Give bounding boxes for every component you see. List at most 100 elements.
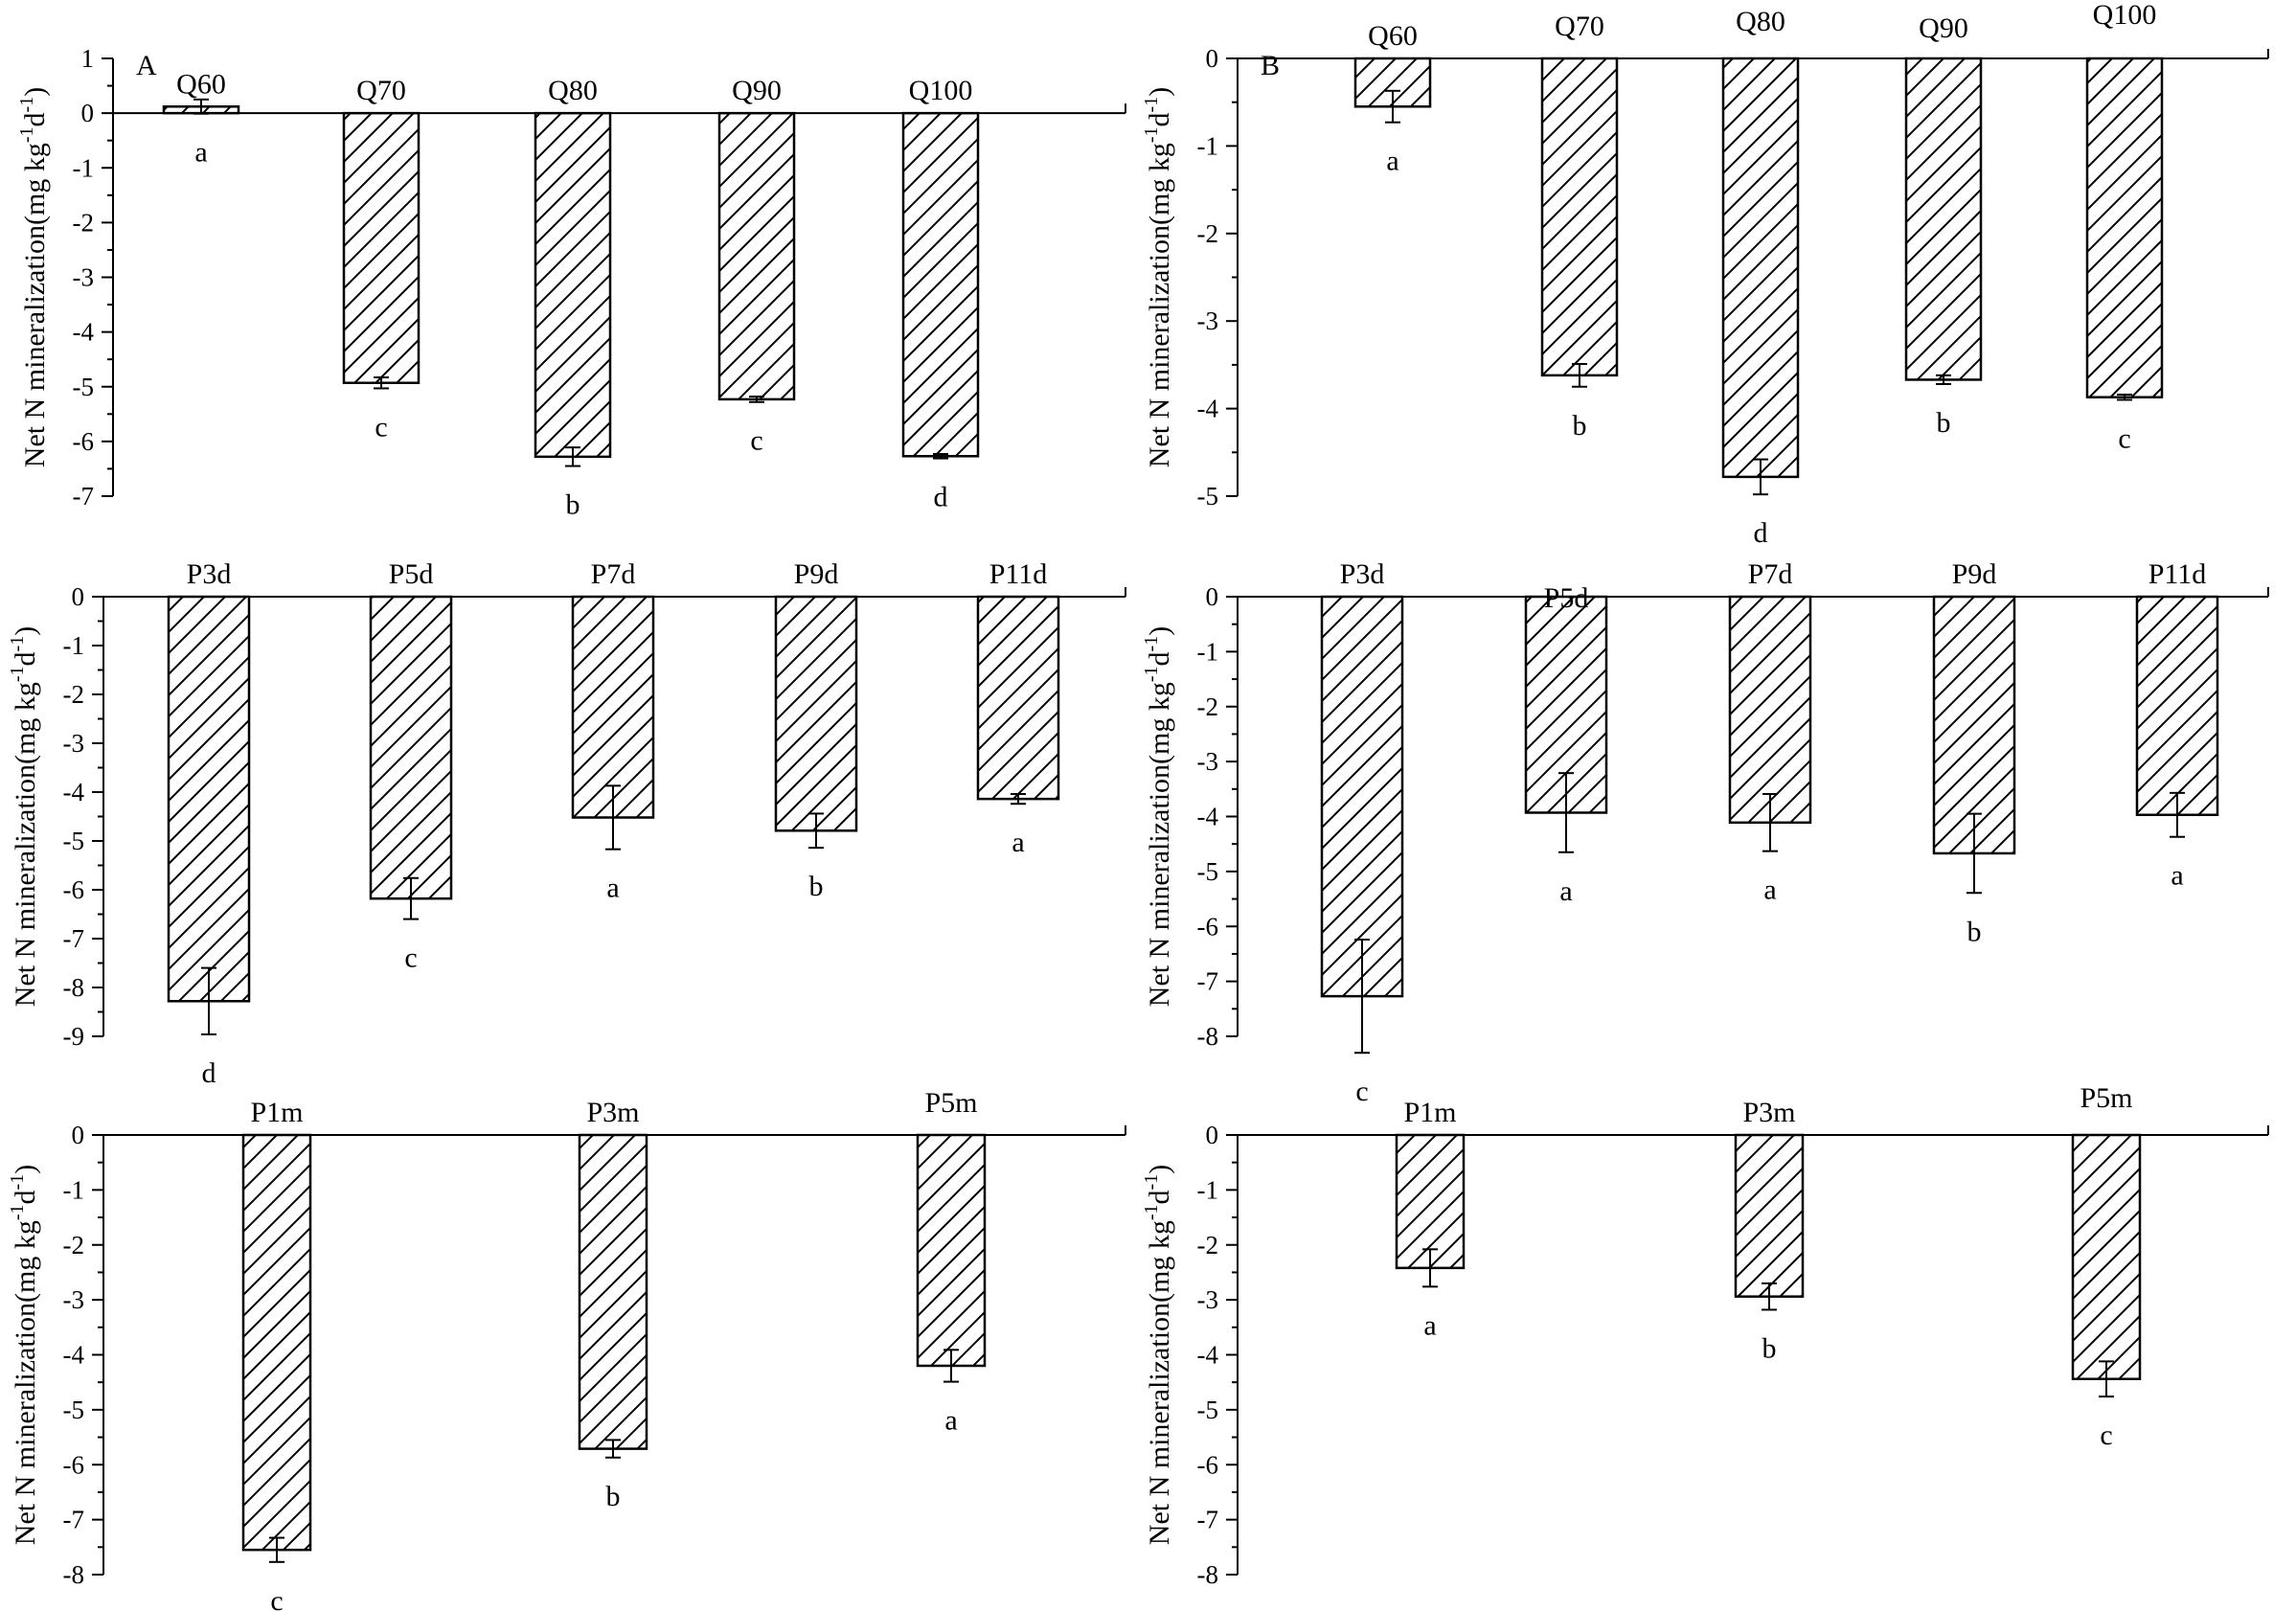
y-tick-label: 1 <box>81 44 95 73</box>
y-tick-label: 0 <box>1206 1121 1219 1149</box>
y-axis-label: Net N mineralization(mg kg-1d-1) <box>1141 626 1175 1007</box>
significance-letter: b <box>606 1481 621 1512</box>
panel-4: 0 -1 -2 -3 -4 -5 -6 -7 -8 Net N mineralization(mg… <box>1141 558 2269 1107</box>
significance-letter: a <box>1763 874 1776 906</box>
bar-p5d <box>369 595 453 900</box>
category-label: P3d <box>187 558 232 590</box>
category-label: Q100 <box>2093 0 2157 31</box>
bar-q70 <box>1540 57 1619 377</box>
y-tick-label: -1 <box>63 1175 85 1204</box>
y-tick-label: -7 <box>73 482 95 511</box>
category-label: P5m <box>2080 1082 2132 1114</box>
y-tick-label: -2 <box>63 680 85 709</box>
panel-1: 1 0 -1 -2 -3 -4 -5 -6 -7 Net N mineralization(mg … <box>16 44 1126 521</box>
y-tick-label: -5 <box>1197 1395 1219 1424</box>
significance-letter: a <box>2171 860 2183 892</box>
significance-letter: d <box>934 482 948 513</box>
bar-p1m <box>1395 1133 1466 1270</box>
y-tick-label: -2 <box>1197 219 1219 248</box>
y-tick-label: -3 <box>73 263 95 292</box>
significance-letter: a <box>606 873 619 904</box>
bar-p7d <box>571 595 655 819</box>
y-tick-label: -7 <box>63 924 85 953</box>
y-tick-label: -3 <box>63 729 85 758</box>
panel-label: B <box>1261 50 1280 81</box>
category-label: Q70 <box>1555 11 1604 42</box>
y-tick-label: -1 <box>1197 637 1219 666</box>
y-axis-label: Net N mineralization(mg kg-1d-1) <box>1141 1165 1175 1545</box>
y-tick-label: -8 <box>1197 1022 1219 1051</box>
y-tick-label: 0 <box>1206 44 1219 73</box>
y-tick-label: -5 <box>63 827 85 855</box>
y-tick-label: -6 <box>63 1450 85 1479</box>
bar-p3d <box>167 595 251 1003</box>
bar-p5m <box>916 1133 987 1368</box>
bar-q70 <box>342 111 421 385</box>
category-label: Q60 <box>1368 20 1418 52</box>
panel-5: 0 -1 -2 -3 -4 -5 -6 -7 -8 Net N mineralization(mg… <box>7 1087 1126 1611</box>
y-tick-label: -2 <box>63 1231 85 1259</box>
category-label: P7d <box>591 558 636 590</box>
y-tick-label: 0 <box>72 582 85 611</box>
y-axis-label: Net N mineralization(mg kg-1d-1) <box>1141 87 1175 467</box>
y-tick-label: -8 <box>63 1560 85 1589</box>
y-axis-label: Net N mineralization(mg kg-1d-1) <box>16 87 51 467</box>
category-label: Q90 <box>732 75 782 106</box>
y-tick-label: -3 <box>1197 1285 1219 1314</box>
y-tick-label: 0 <box>1206 582 1219 611</box>
category-label: Q70 <box>356 75 406 106</box>
bar-q80 <box>1721 57 1800 479</box>
significance-letter: b <box>1967 916 1982 947</box>
bar-q100 <box>901 111 980 458</box>
y-tick-label: -5 <box>1197 857 1219 886</box>
panel-3: 0 -1 -2 -3 -4 -5 -6 -7 -8 -9 Net N mineralization(… <box>7 558 1126 1089</box>
category-label: P9d <box>794 558 839 590</box>
significance-letter: c <box>2100 1419 2112 1451</box>
y-tick-label: -1 <box>1197 131 1219 160</box>
y-axis-label: Net N mineralization(mg kg-1d-1) <box>7 1165 41 1545</box>
y-tick-label: -6 <box>73 427 95 456</box>
significance-letter: d <box>1754 517 1768 549</box>
significance-letter: a <box>1012 827 1024 858</box>
panel-label: A <box>136 50 157 81</box>
category-label: Q80 <box>1736 6 1785 37</box>
y-tick-label: -4 <box>63 778 85 806</box>
significance-letter: c <box>270 1585 283 1611</box>
y-tick-label: -7 <box>1197 967 1219 996</box>
y-tick-label: -3 <box>1197 306 1219 335</box>
significance-letter: b <box>1573 410 1587 442</box>
significance-letter: c <box>375 411 387 442</box>
bar-p3m <box>578 1133 648 1450</box>
category-label: P1m <box>1403 1097 1456 1128</box>
category-label: P11d <box>2148 558 2207 590</box>
category-label: P3d <box>1340 558 1385 590</box>
y-tick-label: -4 <box>1197 395 1219 423</box>
significance-letter: d <box>202 1057 216 1089</box>
category-label: P5d <box>389 558 434 590</box>
y-tick-label: -3 <box>1197 747 1219 776</box>
y-tick-label: -6 <box>1197 912 1219 941</box>
category-label: P9d <box>1952 558 1997 590</box>
bar-p3m <box>1734 1133 1805 1298</box>
y-tick-label: -4 <box>1197 1341 1219 1370</box>
y-tick-label: -5 <box>73 373 95 401</box>
y-tick-label: -9 <box>63 1022 85 1051</box>
category-label: P5d <box>1544 582 1589 614</box>
panel-6: 0 -1 -2 -3 -4 -5 -6 -7 -8 Net N mineralization(mg… <box>1141 1082 2269 1589</box>
significance-letter: c <box>404 942 417 974</box>
significance-letter: c <box>1355 1076 1368 1107</box>
bar-p1m <box>241 1133 312 1552</box>
y-tick-label: -2 <box>73 208 95 237</box>
bar-p5m <box>2071 1133 2142 1380</box>
significance-letter: a <box>1386 146 1398 177</box>
significance-letter: a <box>1559 875 1572 907</box>
bar-p7d <box>1728 595 1812 825</box>
y-tick-label: 0 <box>72 1121 85 1149</box>
y-tick-label: -6 <box>63 875 85 904</box>
panel-2: 0 -1 -2 -3 -4 -5 Net N mineralization(mg kg-1d… <box>1141 0 2269 549</box>
y-tick-label: -1 <box>1197 1175 1219 1204</box>
y-tick-label: -8 <box>1197 1560 1219 1589</box>
significance-letter: c <box>2118 422 2130 454</box>
significance-letter: a <box>944 1405 957 1437</box>
